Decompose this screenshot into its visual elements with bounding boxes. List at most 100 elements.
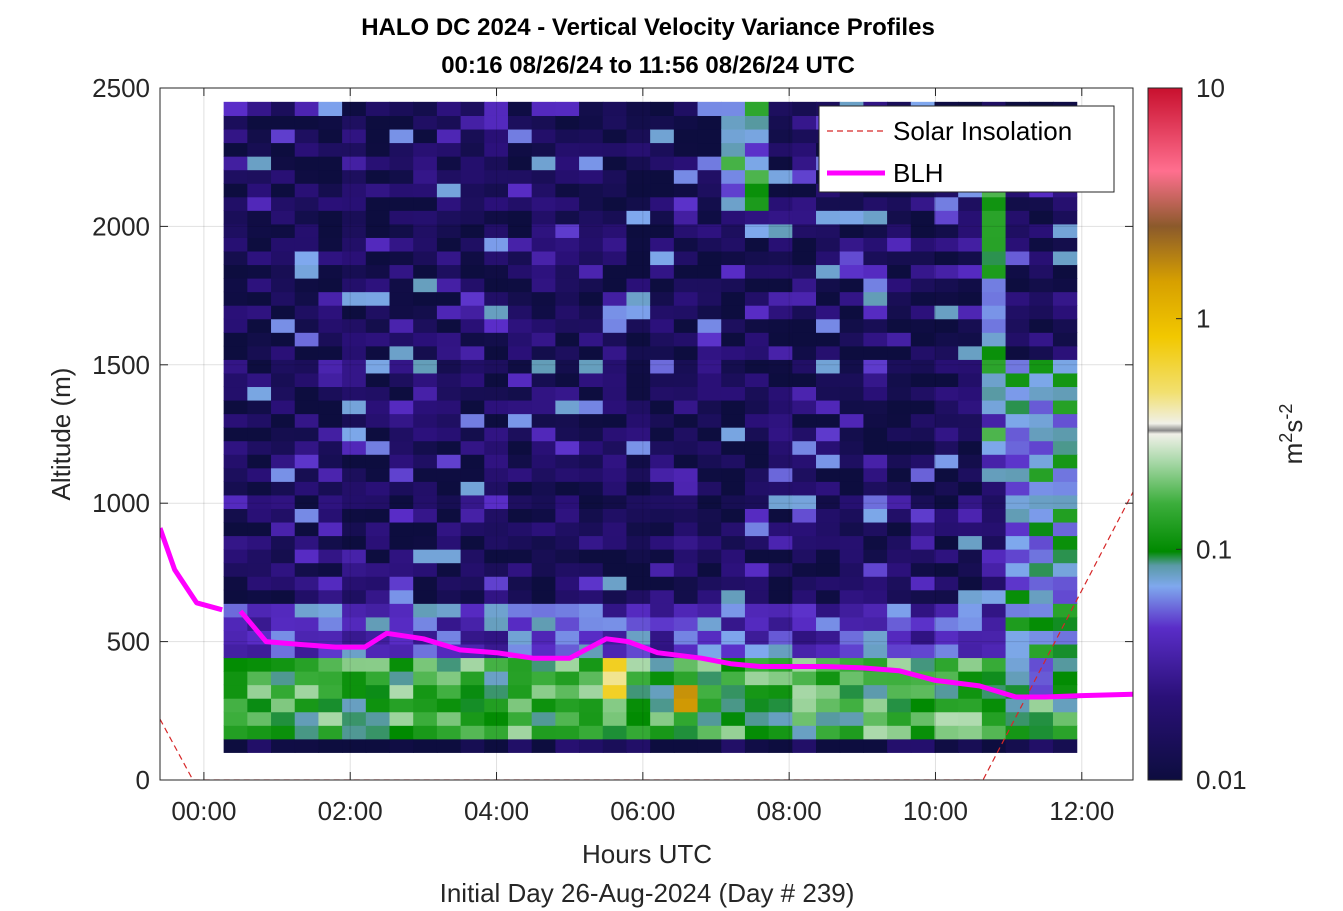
heatmap-cell — [342, 508, 367, 523]
heatmap-cell — [839, 345, 865, 360]
heatmap-cell — [365, 738, 391, 753]
heatmap-cell — [1052, 399, 1078, 415]
heatmap-cell — [484, 589, 509, 604]
heatmap-cell — [744, 332, 770, 347]
heatmap-cell — [436, 671, 462, 686]
heatmap-cell — [413, 643, 438, 659]
heatmap-cell — [744, 440, 770, 455]
heatmap-cell — [484, 183, 509, 198]
heatmap-cell — [839, 359, 865, 374]
heatmap-cell — [839, 399, 865, 415]
heatmap-cell — [579, 264, 604, 279]
heatmap-cell — [981, 589, 1007, 604]
heatmap-cell — [673, 413, 699, 428]
heatmap-cell — [223, 264, 248, 279]
heatmap-cell — [910, 386, 936, 401]
heatmap-cell — [555, 359, 580, 374]
heatmap-cell — [1052, 494, 1078, 509]
heatmap-cell — [673, 196, 699, 211]
heatmap-cell — [555, 698, 580, 713]
heatmap-cell — [602, 250, 628, 266]
heatmap-cell — [413, 684, 438, 699]
heatmap-cell — [697, 250, 722, 266]
heatmap-cell — [744, 318, 770, 333]
heatmap-cell — [697, 386, 722, 401]
heatmap-cell — [602, 196, 628, 211]
heatmap-cell — [792, 250, 817, 266]
heatmap-cell — [223, 684, 248, 699]
heatmap-cell — [650, 372, 675, 388]
heatmap-cell — [507, 535, 533, 550]
heatmap-cell — [555, 671, 580, 686]
heatmap-cell — [531, 589, 556, 604]
heatmap-cell — [579, 535, 604, 550]
heatmap-cell — [484, 345, 509, 360]
heatmap-cell — [768, 264, 793, 279]
heatmap-cell — [389, 508, 414, 523]
heatmap-cell — [673, 399, 699, 415]
heatmap-cell — [910, 698, 936, 713]
heatmap-cell — [792, 494, 817, 509]
heatmap-cell — [579, 345, 604, 360]
heatmap-cell — [721, 427, 746, 442]
heatmap-cell — [910, 508, 936, 523]
heatmap-cell — [697, 549, 722, 564]
heatmap-cell — [958, 250, 983, 266]
heatmap-cell — [413, 467, 438, 482]
heatmap-cell — [650, 264, 675, 279]
heatmap-cell — [697, 345, 722, 360]
heatmap-cell — [1052, 521, 1078, 537]
heatmap-cell — [887, 264, 912, 279]
heatmap-cell — [342, 142, 367, 157]
heatmap-cell — [413, 183, 438, 198]
heatmap-cell — [555, 264, 580, 279]
heatmap-cell — [744, 386, 770, 401]
heatmap-cell — [697, 427, 722, 442]
heatmap-cell — [460, 481, 485, 496]
heatmap-cell — [768, 616, 793, 631]
heatmap-cell — [484, 738, 509, 753]
heatmap-cell — [863, 494, 888, 509]
heatmap-cell — [1005, 630, 1030, 645]
heatmap-cell — [436, 332, 462, 347]
heatmap-cell — [342, 332, 367, 347]
heatmap-cell — [484, 332, 509, 347]
heatmap-cell — [721, 589, 746, 604]
heatmap-cell — [958, 345, 983, 360]
heatmap-cell — [436, 115, 462, 130]
heatmap-cell — [839, 481, 865, 496]
heatmap-cell — [389, 725, 414, 740]
heatmap-cell — [602, 562, 628, 577]
heatmap-cell — [318, 481, 343, 496]
heatmap-cell — [910, 494, 936, 509]
heatmap-cell — [863, 603, 888, 618]
heatmap-cell — [673, 223, 699, 238]
heatmap-cell — [981, 223, 1007, 238]
heatmap-cell — [318, 657, 343, 672]
heatmap-cell — [531, 359, 556, 374]
heatmap-cell — [531, 698, 556, 713]
heatmap-cell — [318, 521, 343, 537]
heatmap-cell — [271, 738, 296, 753]
heatmap-cell — [436, 372, 462, 388]
heatmap-cell — [436, 440, 462, 455]
heatmap-cell — [1052, 372, 1078, 388]
heatmap-cell — [1005, 454, 1030, 469]
heatmap-cell — [223, 698, 248, 713]
heatmap-cell — [436, 521, 462, 537]
heatmap-cell — [602, 521, 628, 537]
heatmap-cell — [460, 399, 485, 415]
heatmap-cell — [579, 156, 604, 171]
heatmap-cell — [318, 427, 343, 442]
heatmap-cell — [863, 318, 888, 333]
x-tick-label: 04:00 — [464, 796, 529, 826]
heatmap-cell — [531, 128, 556, 144]
heatmap-cell — [910, 684, 936, 699]
heatmap-cell — [910, 196, 936, 211]
heatmap-cell — [460, 169, 485, 184]
heatmap-cell — [626, 698, 651, 713]
heatmap-cell — [863, 399, 888, 415]
heatmap-cell — [863, 305, 888, 320]
heatmap-cell — [626, 359, 651, 374]
heatmap-cell — [579, 616, 604, 631]
